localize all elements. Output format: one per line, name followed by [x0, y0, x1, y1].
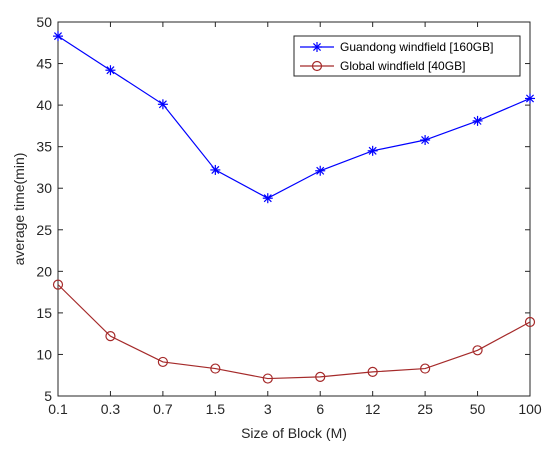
series-line-2 [57, 284, 531, 380]
x-tick-label: 0.1 [48, 401, 68, 417]
series-1-point [472, 115, 483, 126]
series-2-point [105, 331, 116, 342]
series-2-point [367, 366, 378, 377]
y-tick-label: 10 [36, 346, 52, 362]
legend-label-2: Global windfield [40GB] [340, 59, 465, 73]
series-1-point [105, 65, 116, 76]
series-2-point [524, 316, 536, 328]
x-tick-label: 12 [365, 401, 381, 417]
legend-marker-1 [312, 42, 322, 52]
series-1-point [315, 165, 326, 176]
series-1-point [53, 31, 63, 42]
x-tick-label: 0.3 [101, 401, 121, 417]
y-tick-label: 25 [36, 222, 52, 238]
legend-label-1: Guandong windfield [160GB] [340, 40, 493, 54]
series-2-point [262, 373, 273, 384]
series-layer [52, 31, 536, 384]
y-tick-label: 40 [36, 97, 52, 113]
y-tick-label: 20 [36, 263, 52, 279]
legend-marker-2 [311, 60, 323, 72]
series-1-point [367, 145, 378, 156]
plot-area [57, 21, 531, 397]
x-tick-label: 50 [470, 401, 486, 417]
y-tick-label: 35 [36, 139, 52, 155]
x-axis-label: Size of Block (M) [241, 425, 347, 441]
series-1-point [420, 135, 431, 146]
series-1-point [210, 164, 221, 175]
y-tick-label: 50 [36, 14, 52, 30]
x-tick-label: 0.7 [153, 401, 173, 417]
x-tick-label: 1.5 [206, 401, 226, 417]
y-tick-label: 5 [44, 388, 52, 404]
y-axis-label: average time(min) [11, 153, 27, 266]
series-2-point [52, 279, 64, 290]
x-tick-label: 25 [417, 401, 433, 417]
series-line-1 [57, 35, 531, 199]
legend: Guandong windfield [160GB] Global windfie… [293, 35, 521, 77]
series-2-point [157, 356, 168, 368]
series-1-point [525, 93, 535, 104]
series-1-point [157, 99, 168, 110]
x-axis-ticks: 0.1 0.3 0.7 1.5 3 6 12 25 50 100 [48, 22, 542, 417]
series-2-point [315, 371, 326, 382]
x-tick-label: 3 [264, 401, 272, 417]
series-2-point [420, 363, 431, 374]
y-tick-label: 30 [36, 180, 52, 196]
y-tick-label: 15 [36, 305, 52, 321]
series-2-point [472, 345, 483, 356]
x-tick-label: 6 [316, 401, 324, 417]
series-2-point [210, 363, 221, 374]
legend-box [293, 35, 521, 77]
x-tick-label: 100 [518, 401, 542, 417]
y-axis-ticks: 5 10 15 20 25 30 35 40 45 50 [36, 14, 530, 404]
series-1-point [262, 193, 273, 204]
y-tick-label: 45 [36, 56, 52, 72]
